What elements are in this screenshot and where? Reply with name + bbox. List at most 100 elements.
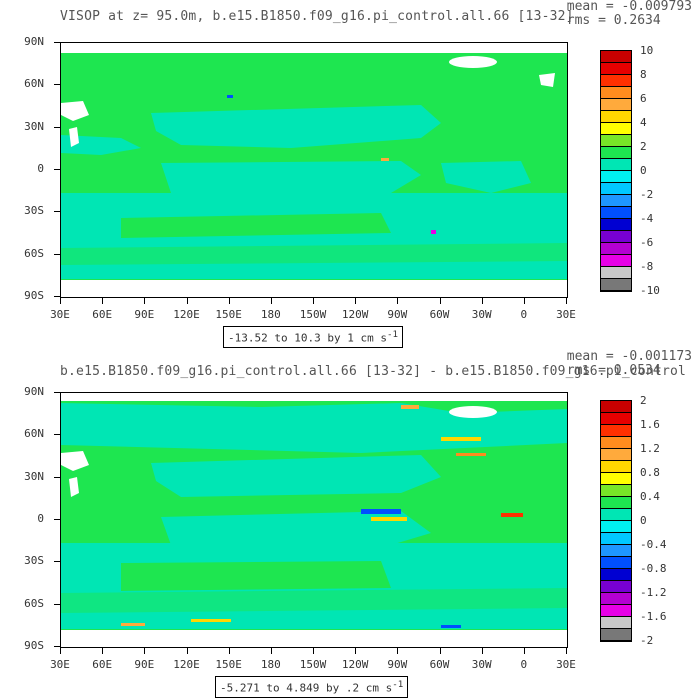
- bottom-lon-label: 150W: [299, 658, 327, 671]
- bottom-lon-label: 150E: [215, 658, 242, 671]
- bottom-legend-swatch: [601, 461, 631, 473]
- bottom-lon-tick: [439, 648, 441, 654]
- top-lon-label: 30E: [556, 308, 576, 321]
- bottom-lat-label: 30N: [24, 469, 44, 483]
- top-legend-label: 10: [640, 44, 654, 57]
- top-lon-label: 120W: [341, 308, 369, 321]
- bottom-legend-swatch: [601, 521, 631, 533]
- top-lon-label: 60W: [429, 308, 450, 321]
- top-lon-label: 90W: [387, 308, 408, 321]
- top-legend-label: 2: [640, 140, 647, 153]
- bottom-lon-label: 30E: [50, 658, 70, 671]
- top-legend-label: -8: [640, 260, 654, 273]
- top-legend-swatch: [601, 99, 631, 111]
- top-ci-sup: -1: [386, 329, 398, 340]
- top-legend-label: 8: [640, 68, 647, 81]
- top-legend: [600, 50, 632, 292]
- bottom-lon-tick: [566, 648, 567, 654]
- top-mean: mean = -0.009793: [566, 0, 692, 14]
- bottom-lat-tick: [54, 519, 60, 520]
- top-lon-label: 30E: [50, 308, 70, 321]
- top-antarctica: [61, 280, 567, 297]
- bottom-lat-label: 60N: [24, 427, 44, 441]
- top-lat-label: 0: [37, 162, 44, 175]
- bottom-lon-label: 90W: [387, 658, 408, 671]
- bottom-legend-label: -0.4: [640, 538, 667, 551]
- bottom-anomaly-8: [191, 619, 231, 622]
- bottom-legend-label: 1.2: [640, 442, 660, 455]
- top-anomaly-1: [227, 95, 233, 98]
- top-legend-swatch: [601, 183, 631, 195]
- top-map: [60, 42, 568, 298]
- top-legend-swatch: [601, 51, 631, 63]
- top-legend-swatch: [601, 279, 631, 291]
- bottom-lon-tick: [186, 648, 188, 654]
- bottom-lon-tick: [228, 648, 230, 654]
- bottom-lat-label: 30S: [24, 554, 44, 568]
- bottom-lon-tick: [481, 648, 483, 654]
- top-legend-swatch: [601, 207, 631, 219]
- bottom-caspian-hole: [61, 451, 89, 471]
- top-legend-label: -4: [640, 212, 654, 225]
- bottom-legend: [600, 400, 632, 642]
- top-legend-swatch: [601, 63, 631, 75]
- top-legend-swatch: [601, 195, 631, 207]
- bottom-lat-tick: [54, 603, 60, 605]
- bottom-rms: rms = 0.0534: [566, 363, 661, 378]
- top-legend-label: -10: [640, 284, 660, 297]
- bottom-legend-label: 1.6: [640, 418, 660, 431]
- bottom-legend-swatch: [601, 449, 631, 461]
- top-lon-tick: [144, 298, 146, 304]
- bottom-lon-tick: [313, 648, 314, 654]
- bottom-panel-stats: mean = -0.001173 rms = 0.0534: [567, 350, 692, 378]
- bottom-panel-title: b.e15.B1850.f09_g16.pi_control.all.66 [1…: [60, 364, 687, 379]
- bottom-anomaly-9: [441, 625, 461, 628]
- bottom-legend-label: -1.6: [640, 610, 667, 623]
- bottom-lon-label: 0: [520, 658, 528, 671]
- bottom-greenland-hole: [449, 406, 497, 418]
- bottom-anomaly-5: [371, 517, 407, 521]
- bottom-lon-tick: [144, 648, 146, 654]
- top-lon-tick: [523, 298, 525, 304]
- bottom-anomaly-7: [121, 623, 145, 626]
- top-legend-swatch: [601, 231, 631, 243]
- bottom-legend-swatch: [601, 533, 631, 545]
- top-lon-label: 90E: [134, 308, 155, 321]
- bottom-legend-swatch: [601, 605, 631, 617]
- bottom-no-data-north: [61, 393, 567, 401]
- bottom-legend-label: -2: [640, 634, 654, 647]
- bottom-lat-label: 90N: [24, 385, 44, 398]
- bottom-lat-tick: [54, 646, 60, 647]
- top-legend-swatch: [601, 159, 631, 171]
- top-ci-text: -13.52 to 10.3 by 1 cm s: [228, 331, 387, 345]
- bottom-legend-label: -0.8: [640, 562, 667, 575]
- top-lon-tick: [270, 298, 272, 304]
- bottom-lat-tick: [54, 476, 60, 478]
- bottom-legend-swatch: [601, 557, 631, 569]
- top-map-plot: [61, 43, 567, 297]
- bottom-lon-label: 120E: [173, 658, 200, 671]
- top-legend-swatch: [601, 267, 631, 279]
- top-anomaly-2: [381, 158, 389, 161]
- top-lon-tick: [186, 298, 188, 304]
- bottom-antarctica: [61, 630, 567, 647]
- top-lon-label: 180: [260, 308, 281, 321]
- bottom-legend-label: 2: [640, 394, 647, 407]
- top-legend-label: 4: [640, 116, 647, 129]
- top-legend-swatch: [601, 219, 631, 231]
- bottom-band-npacific: [151, 455, 441, 497]
- top-lat-tick: [54, 42, 60, 43]
- bottom-lon-label: 180: [260, 658, 281, 671]
- top-band-south-green: [121, 213, 391, 238]
- bottom-lon-tick: [102, 648, 104, 654]
- top-legend-label: -6: [640, 236, 654, 249]
- top-band-acc: [61, 243, 567, 265]
- top-panel-title: VISOP at z= 95.0m, b.e15.B1850.f09_g16.p…: [60, 9, 574, 24]
- bottom-red-sea-hole: [69, 477, 79, 497]
- bottom-map: [60, 392, 568, 648]
- top-legend-swatch: [601, 75, 631, 87]
- top-lat-label: 60N: [24, 77, 44, 91]
- top-lat-tick: [54, 253, 60, 255]
- top-legend-swatch: [601, 111, 631, 123]
- top-lon-tick: [313, 298, 314, 304]
